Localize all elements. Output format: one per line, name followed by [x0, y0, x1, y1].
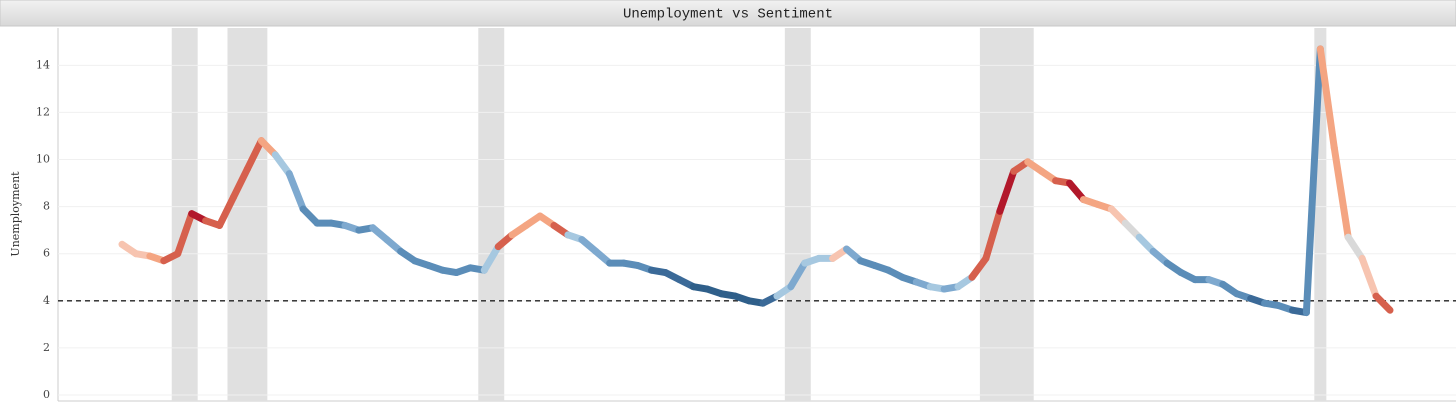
recession-band: [979, 28, 1034, 401]
y-tick-label: 0: [43, 388, 50, 401]
line-segment: [1316, 45, 1338, 152]
line-segment: [1358, 254, 1380, 300]
title-bar: [0, 0, 1456, 27]
line-segment: [480, 243, 502, 274]
line-segment: [787, 259, 809, 291]
line-segment: [243, 137, 265, 173]
y-tick-label: 4: [43, 294, 50, 307]
recession-band: [227, 28, 268, 401]
y-tick-label: 2: [43, 341, 50, 354]
line-segment: [1372, 292, 1394, 314]
line-segment: [271, 151, 293, 178]
y-tick-label: 12: [36, 105, 50, 118]
line-segment: [996, 167, 1018, 215]
line-segment: [968, 254, 990, 281]
line-segment: [1330, 144, 1352, 241]
line-segment: [982, 207, 1004, 262]
y-tick-label: 8: [43, 200, 50, 213]
line-segment: [285, 170, 307, 213]
line-segment: [216, 193, 237, 229]
recession-band: [784, 28, 811, 401]
line-segment: [1344, 233, 1366, 262]
y-tick-label: 6: [43, 247, 50, 260]
y-tick-label: 10: [36, 153, 50, 166]
y-axis-label: Unemployment: [9, 171, 22, 257]
chart-title: Unemployment vs Sentiment: [623, 7, 833, 23]
line-segment: [174, 210, 196, 258]
recession-band: [478, 28, 505, 401]
line-segment: [229, 165, 251, 201]
line-segment: [1302, 45, 1324, 317]
y-tick-label: 14: [36, 58, 50, 71]
line-segment: [1066, 179, 1087, 204]
